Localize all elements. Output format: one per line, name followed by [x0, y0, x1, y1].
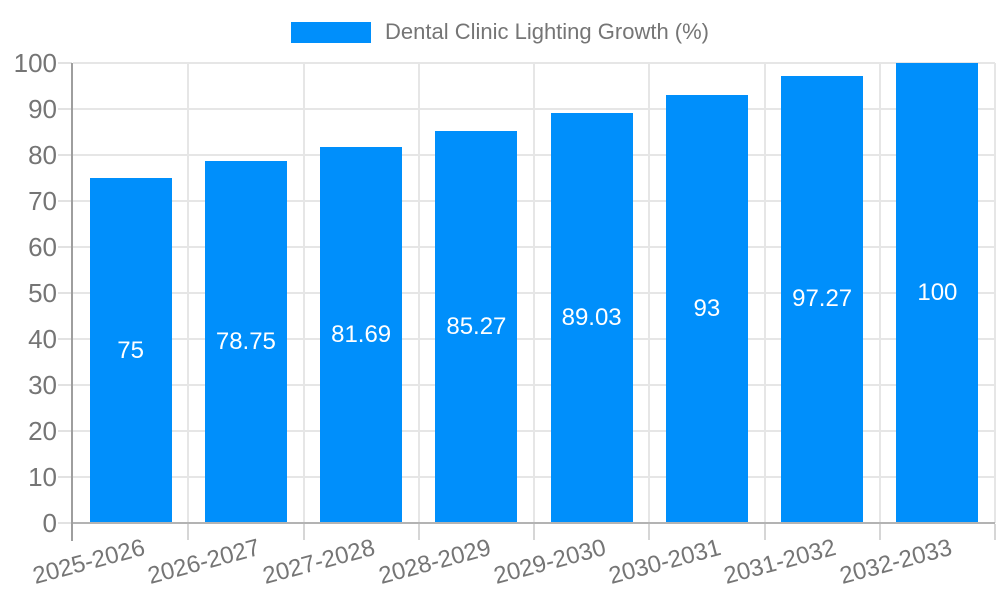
x-axis-tick-label: 2026-2027: [145, 534, 263, 590]
x-gridline: [302, 63, 305, 523]
y-axis-tick-label: 10: [28, 462, 57, 492]
y-tick-mark: [58, 522, 72, 524]
y-axis-tick-label: 30: [28, 370, 57, 400]
y-tick-mark: [58, 476, 72, 478]
y-axis-tick-label: 20: [28, 416, 57, 446]
y-tick-mark: [58, 338, 72, 340]
x-axis-tick-label: 2029-2030: [490, 534, 609, 590]
bar-value-label: 85.27: [446, 312, 507, 340]
x-gridline: [878, 63, 881, 523]
legend-item[interactable]: Dental Clinic Lighting Growth (%): [290, 19, 710, 45]
x-tick-mark: [878, 524, 881, 540]
x-tick-mark: [648, 524, 651, 540]
bar-value-label: 93: [693, 295, 721, 323]
x-axis-tick-label: 2032-2033: [836, 534, 955, 590]
bar[interactable]: [204, 160, 287, 523]
y-axis-tick-label: 70: [28, 186, 57, 216]
bar[interactable]: [781, 75, 864, 523]
legend-label: Dental Clinic Lighting Growth (%): [384, 19, 710, 44]
x-tick-mark: [187, 524, 190, 540]
y-axis-tick-label: 40: [28, 324, 57, 354]
bar[interactable]: [320, 147, 403, 523]
x-gridline: [417, 63, 420, 523]
y-tick-mark: [58, 246, 72, 248]
x-gridline: [533, 63, 535, 523]
x-gridline: [648, 63, 651, 523]
x-axis-tick-label: 2025-2026: [29, 534, 148, 590]
y-axis-tick-label: 90: [28, 94, 57, 124]
y-axis-tick-label: 80: [28, 140, 57, 170]
y-axis-line: [71, 63, 73, 541]
bar[interactable]: [550, 113, 633, 523]
y-tick-mark: [58, 62, 72, 64]
y-tick-mark: [58, 430, 72, 432]
x-tick-mark: [302, 524, 305, 540]
y-tick-mark: [58, 292, 72, 294]
x-axis-tick-label: 2028-2029: [375, 534, 494, 590]
y-axis-tick-label: 0: [42, 508, 57, 538]
x-gridline: [763, 63, 766, 523]
x-tick-mark: [994, 524, 996, 540]
bar[interactable]: [89, 178, 172, 523]
y-axis-tick-label: 50: [28, 278, 57, 308]
x-axis-tick-label: 2030-2031: [606, 534, 724, 590]
x-axis-tick-label: 2031-2032: [721, 534, 840, 590]
bar-value-label: 78.75: [215, 327, 276, 355]
x-tick-mark: [763, 524, 766, 540]
x-tick-mark: [417, 524, 420, 540]
y-tick-mark: [58, 154, 72, 156]
y-tick-mark: [58, 200, 72, 202]
bar[interactable]: [896, 63, 979, 523]
bar-value-label: 97.27: [792, 285, 853, 313]
x-axis-baseline: [73, 522, 995, 524]
bar-value-label: 75: [117, 336, 144, 364]
y-tick-mark: [58, 384, 72, 386]
x-axis-tick-label: 2027-2028: [260, 534, 379, 590]
y-axis-tick-label: 60: [28, 232, 57, 262]
x-tick-mark: [533, 524, 535, 540]
bar[interactable]: [435, 130, 518, 523]
bar[interactable]: [665, 95, 748, 523]
bar-value-label: 81.69: [331, 321, 392, 349]
y-tick-mark: [58, 108, 72, 110]
legend: Dental Clinic Lighting Growth (%): [0, 18, 1000, 46]
x-gridline: [994, 63, 996, 523]
x-gridline: [187, 63, 190, 523]
legend-swatch-icon: [290, 21, 371, 43]
y-axis-tick-label: 100: [13, 48, 57, 78]
bar-value-label: 100: [917, 279, 958, 306]
bar-value-label: 89.03: [561, 304, 622, 332]
